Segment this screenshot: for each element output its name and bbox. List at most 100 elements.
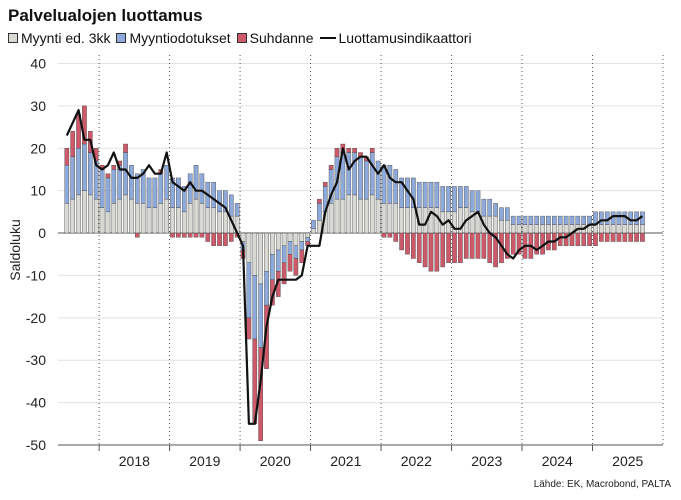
bar-myynti_ed — [522, 224, 528, 234]
bar-myynti_ed — [93, 198, 99, 234]
bar-myynti_ed — [640, 224, 645, 234]
bar-myynti_ed — [152, 207, 158, 234]
bar-myynti_ed — [499, 220, 504, 234]
bar-myyntiodotukset — [199, 173, 205, 204]
bar-myyntiodotukset — [246, 262, 252, 319]
bar-myyntiodotukset — [270, 254, 275, 280]
bar-myyntiodotukset — [129, 165, 134, 200]
y-tick-label: -30 — [26, 352, 46, 368]
bar-myynti_ed — [176, 207, 181, 234]
bar-myynti_ed — [328, 203, 334, 234]
legend: Myynti ed. 3kk Myyntiodotukset Suhdanne … — [8, 30, 478, 46]
bar-myyntiodotukset — [587, 215, 592, 225]
bar-myyntiodotukset — [522, 215, 528, 225]
bar-myyntiodotukset — [146, 177, 152, 208]
bar-suhdanne — [440, 232, 446, 268]
bar-suhdanne — [475, 232, 481, 259]
bar-suhdanne — [334, 148, 340, 157]
bar-myyntiodotukset — [181, 186, 187, 213]
bar-myynti_ed — [129, 198, 134, 234]
bar-myynti_ed — [270, 232, 275, 255]
x-tick-label: 2022 — [401, 453, 432, 469]
bar-myyntiodotukset — [164, 165, 169, 200]
bar-myyntiodotukset — [82, 143, 87, 191]
bar-myyntiodotukset — [305, 237, 310, 242]
bar-myyntiodotukset — [152, 177, 158, 208]
x-tick-label: 2025 — [612, 453, 643, 469]
bar-myyntiodotukset — [299, 241, 305, 251]
bar-myynti_ed — [352, 194, 357, 234]
bar-myynti_ed — [516, 224, 522, 234]
bar-suhdanne — [510, 232, 516, 255]
bar-myynti_ed — [540, 224, 545, 234]
bar-myyntiodotukset — [546, 215, 551, 225]
bar-suhdanne — [487, 232, 493, 263]
legend-label-suhdanne: Suhdanne — [249, 30, 314, 46]
bar-myynti_ed — [634, 224, 639, 234]
bar-myyntiodotukset — [346, 152, 352, 196]
bar-myyntiodotukset — [563, 215, 569, 225]
bar-myynti_ed — [340, 198, 346, 234]
bar-myyntiodotukset — [287, 241, 293, 255]
bar-myyntiodotukset — [516, 215, 522, 225]
bar-myyntiodotukset — [87, 152, 93, 196]
bar-suhdanne — [516, 232, 522, 255]
bar-myyntiodotukset — [228, 194, 234, 217]
bar-myynti_ed — [622, 224, 628, 234]
bar-myynti_ed — [158, 203, 164, 234]
bar-suhdanne — [604, 232, 610, 242]
bar-suhdanne — [105, 173, 111, 179]
bar-suhdanne — [293, 258, 299, 276]
bar-myynti_ed — [199, 203, 205, 234]
source-note: Lähde: EK, Macrobond, PALTA — [533, 479, 671, 490]
bar-myyntiodotukset — [581, 215, 587, 225]
bar-suhdanne — [469, 232, 475, 259]
bar-myynti_ed — [387, 203, 393, 234]
bar-myyntiodotukset — [158, 173, 164, 204]
bar-myyntiodotukset — [293, 245, 299, 259]
bar-myynti_ed — [281, 232, 287, 246]
bar-myynti_ed — [628, 224, 634, 234]
bar-myyntiodotukset — [475, 190, 481, 213]
bar-myyntiodotukset — [616, 211, 622, 225]
bar-myyntiodotukset — [99, 169, 105, 208]
bar-suhdanne — [640, 232, 645, 242]
bar-suhdanne — [428, 232, 434, 272]
bar-myyntiodotukset — [369, 152, 375, 196]
x-tick-label: 2019 — [189, 453, 220, 469]
bar-myynti_ed — [82, 190, 87, 234]
bar-myyntiodotukset — [552, 215, 557, 225]
bar-suhdanne — [176, 232, 181, 238]
bar-myyntiodotukset — [452, 186, 457, 213]
bar-suhdanne — [405, 232, 410, 255]
bar-myyntiodotukset — [599, 211, 604, 225]
bar-suhdanne — [299, 249, 305, 263]
bar-myyntiodotukset — [187, 173, 193, 204]
bar-suhdanne — [181, 232, 187, 238]
bar-myyntiodotukset — [111, 169, 117, 204]
bar-myyntiodotukset — [493, 203, 498, 217]
bar-suhdanne — [317, 198, 322, 204]
bar-myynti_ed — [70, 198, 75, 234]
bar-myynti_ed — [211, 207, 216, 234]
bar-myynti_ed — [510, 224, 516, 234]
bar-suhdanne — [123, 143, 128, 153]
bar-myyntiodotukset — [575, 215, 581, 225]
bar-myynti_ed — [111, 203, 117, 234]
bar-myynti_ed — [399, 207, 404, 234]
bar-myyntiodotukset — [534, 215, 540, 225]
bar-myynti_ed — [223, 211, 228, 234]
bar-myynti_ed — [546, 224, 551, 234]
bar-myynti_ed — [187, 203, 193, 234]
bar-myynti_ed — [246, 232, 252, 263]
bar-suhdanne — [393, 232, 399, 242]
bar-myynti_ed — [381, 203, 387, 234]
bar-suhdanne — [452, 232, 457, 263]
bar-myynti_ed — [334, 198, 340, 234]
bar-myyntiodotukset — [540, 215, 545, 225]
legend-item-indicator: Luottamusindikaattori — [319, 30, 472, 46]
bar-suhdanne — [346, 148, 352, 153]
bar-suhdanne — [493, 232, 498, 268]
bar-myynti_ed — [505, 220, 510, 234]
bar-suhdanne — [322, 181, 328, 187]
